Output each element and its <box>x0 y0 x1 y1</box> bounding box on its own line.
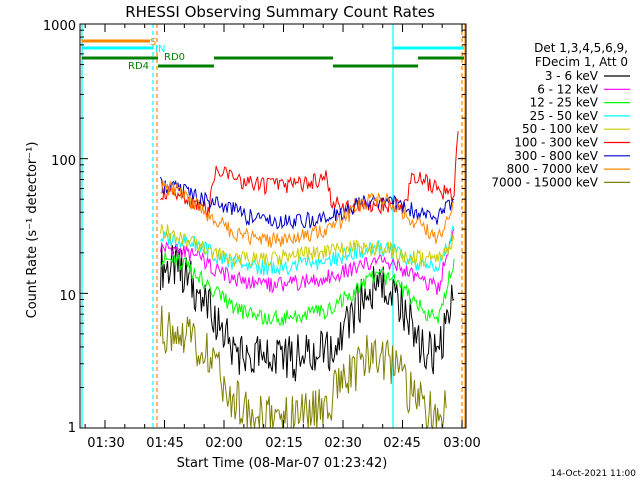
legend-entry-label: 100 - 300 keV <box>514 136 598 150</box>
series-line-800-7000kev <box>160 180 455 248</box>
y-tick-label-10: 10 <box>59 289 76 304</box>
series-line-6-12kev <box>160 228 455 295</box>
legend-header-line-1: Det 1,3,4,5,6,9, <box>534 41 628 55</box>
series-line-7000-15000kev <box>160 305 447 430</box>
x-tick-label-0145: 01:45 <box>146 436 183 451</box>
annotation-s-label: S <box>150 37 156 48</box>
annotation-lines <box>81 24 466 428</box>
legend-header-line-2: FDecim 1, Att 0 <box>535 55 628 69</box>
annotation-rd4-label: RD4 <box>128 61 149 72</box>
series-line-25-50kev <box>160 224 455 277</box>
legend-entry-label: 6 - 12 keV <box>537 82 599 96</box>
legend-entry-label: 50 - 100 keV <box>522 122 599 136</box>
legend-entry-label: 3 - 6 keV <box>545 69 599 83</box>
legend-entry-label: 25 - 50 keV <box>530 109 599 123</box>
series-line-12-25kev <box>160 252 455 326</box>
x-tick-label-0200: 02:00 <box>205 436 242 451</box>
legend-entry-label: 800 - 7000 keV <box>507 162 599 176</box>
footer-date: 14-Oct-2021 11:00 <box>551 469 637 479</box>
y-axis <box>80 29 466 429</box>
series-line-50-100kev <box>160 224 455 268</box>
legend-entry-label: 300 - 800 keV <box>514 149 598 163</box>
legend-entry-label: 7000 - 15000 keV <box>491 175 598 189</box>
y-tick-label-100: 100 <box>51 154 76 169</box>
x-tick-label-0130: 01:30 <box>87 436 124 451</box>
legend-entry-label: 12 - 25 keV <box>530 96 599 110</box>
x-axis <box>84 24 463 428</box>
annotation-in-label: IN <box>155 44 165 55</box>
series-layer <box>160 131 459 430</box>
x-tick-label-0215: 02:15 <box>265 436 302 451</box>
x-axis-label: Start Time (08-Mar-07 01:23:42) <box>177 456 388 471</box>
series-line-300-800kev <box>160 176 455 230</box>
plot-frame <box>79 23 467 429</box>
x-tick-label-0230: 02:30 <box>324 436 361 451</box>
y-tick-label-1000: 1000 <box>43 19 76 34</box>
series-line-100-300kev <box>160 131 459 218</box>
series-line-3-6kev <box>160 244 455 382</box>
y-axis-label: Count Rate (s⁻¹ detector⁻¹) <box>25 142 40 319</box>
x-tick-label-0300: 03:00 <box>443 436 480 451</box>
y-tick-label-1: 1 <box>68 421 76 436</box>
chart-title: RHESSI Observing Summary Count Rates <box>125 3 435 21</box>
x-tick-label-0245: 02:45 <box>383 436 420 451</box>
annotation-rd0-label: RD0 <box>164 52 185 63</box>
